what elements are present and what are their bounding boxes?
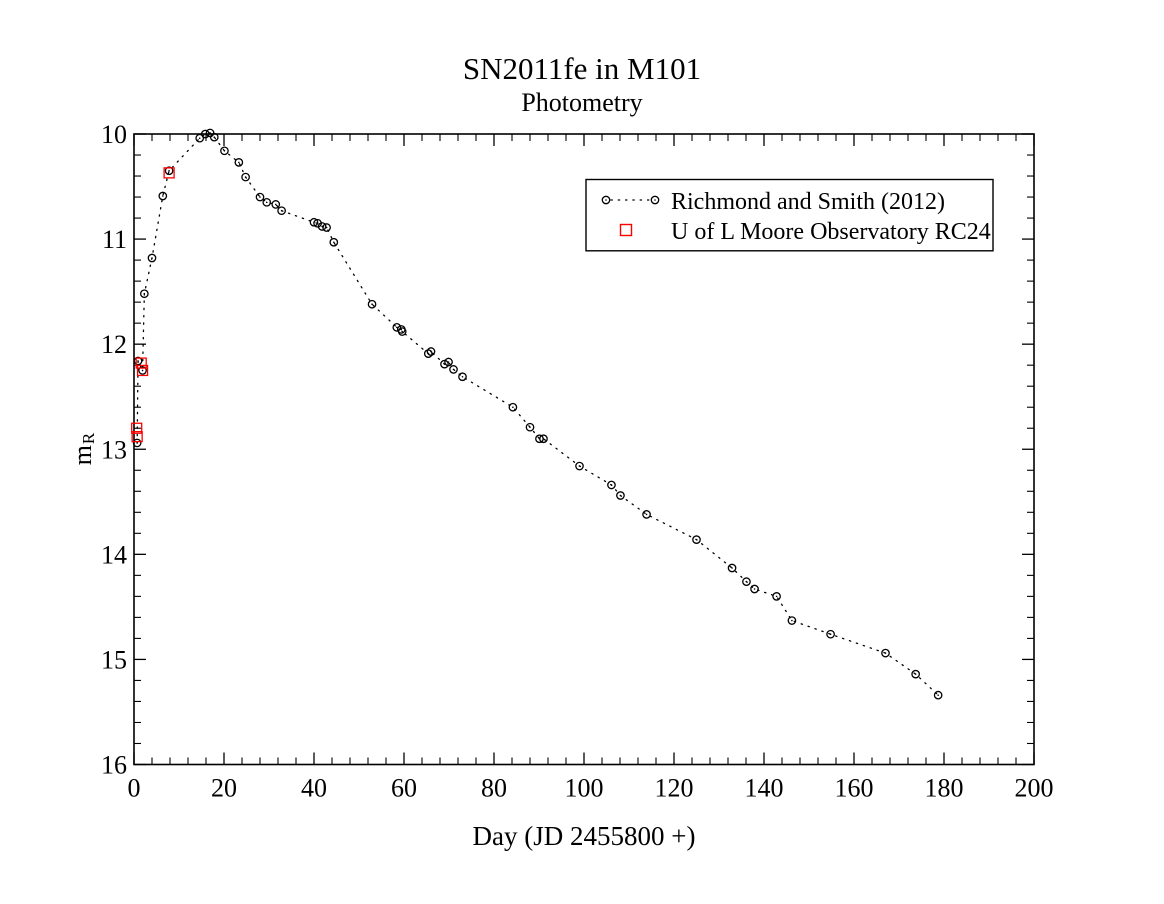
svg-text:13: 13 [101, 435, 127, 464]
svg-text:180: 180 [925, 774, 964, 803]
svg-text:11: 11 [102, 225, 127, 254]
svg-text:160: 160 [835, 774, 874, 803]
svg-text:40: 40 [301, 774, 327, 803]
svg-text:Richmond and Smith (2012): Richmond and Smith (2012) [671, 189, 945, 215]
svg-text:16: 16 [101, 751, 127, 780]
svg-text:Day (JD 2455800 +): Day (JD 2455800 +) [473, 821, 696, 851]
svg-text:60: 60 [391, 774, 417, 803]
svg-text:SN2011fe in M101: SN2011fe in M101 [463, 51, 701, 86]
svg-text:15: 15 [101, 645, 127, 674]
svg-text:U of L Moore Observatory RC24: U of L Moore Observatory RC24 [671, 219, 991, 245]
svg-text:0: 0 [128, 774, 141, 803]
svg-text:100: 100 [565, 774, 604, 803]
svg-text:mR: mR [68, 432, 98, 465]
svg-text:120: 120 [655, 774, 694, 803]
svg-text:14: 14 [101, 540, 127, 569]
svg-text:200: 200 [1015, 774, 1054, 803]
svg-text:12: 12 [101, 330, 127, 359]
svg-text:10: 10 [101, 120, 127, 149]
svg-text:80: 80 [481, 774, 507, 803]
svg-text:Photometry: Photometry [521, 88, 642, 117]
svg-text:140: 140 [745, 774, 784, 803]
svg-text:20: 20 [211, 774, 237, 803]
